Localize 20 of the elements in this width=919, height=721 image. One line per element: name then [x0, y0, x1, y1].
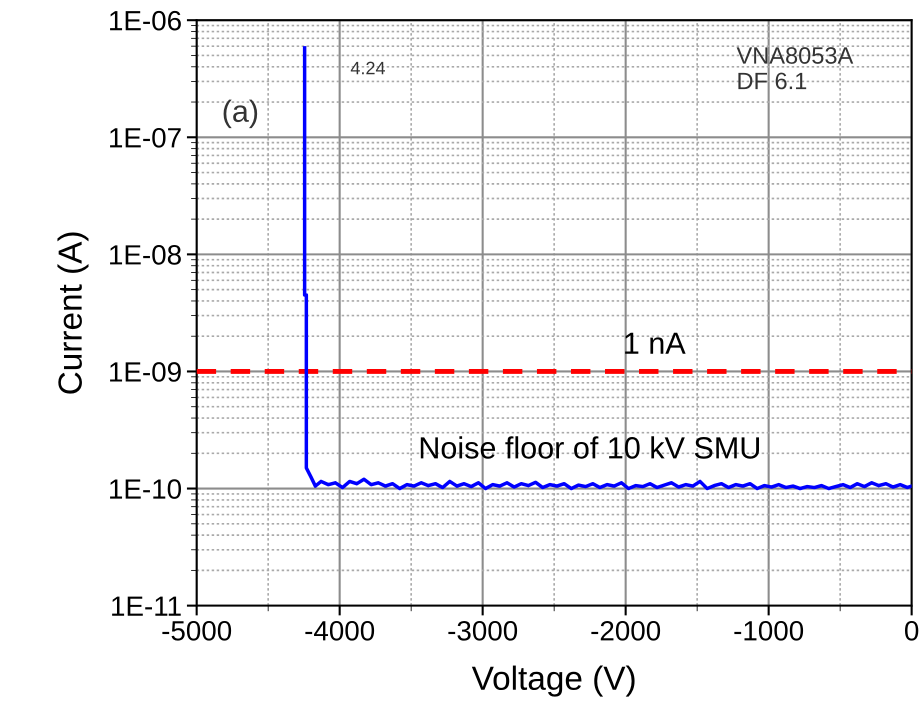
ref-line-label: 1 nA	[625, 332, 686, 354]
y-tick-label: 1E-08	[110, 245, 181, 265]
annotation: 4.24	[350, 62, 385, 74]
y-tick-label: 1E-11	[112, 596, 181, 616]
x-tick-label: 0	[905, 620, 918, 641]
y-tick-label: 1E-07	[110, 128, 181, 148]
line-series	[302, 46, 912, 490]
y-tick-label: 1E-09	[110, 362, 181, 382]
y-axis-title: Current (A)	[57, 232, 89, 394]
y-tick-label: 1E-06	[110, 10, 181, 31]
x-tick-label: -4000	[305, 620, 374, 641]
x-tick-label: -2000	[591, 620, 660, 641]
annotation: (a)	[224, 100, 258, 128]
y-tick-label: 1E-10	[110, 479, 181, 499]
x-axis-title: Voltage (V)	[472, 666, 635, 697]
x-tick-label: -3000	[448, 620, 518, 641]
annotation: Noise floor of 10 kV SMU	[420, 436, 759, 459]
x-tick-label: -5000	[162, 620, 232, 641]
annotation: VNA8053A DF 6.1	[736, 47, 854, 90]
x-tick-label: -1000	[734, 620, 804, 641]
